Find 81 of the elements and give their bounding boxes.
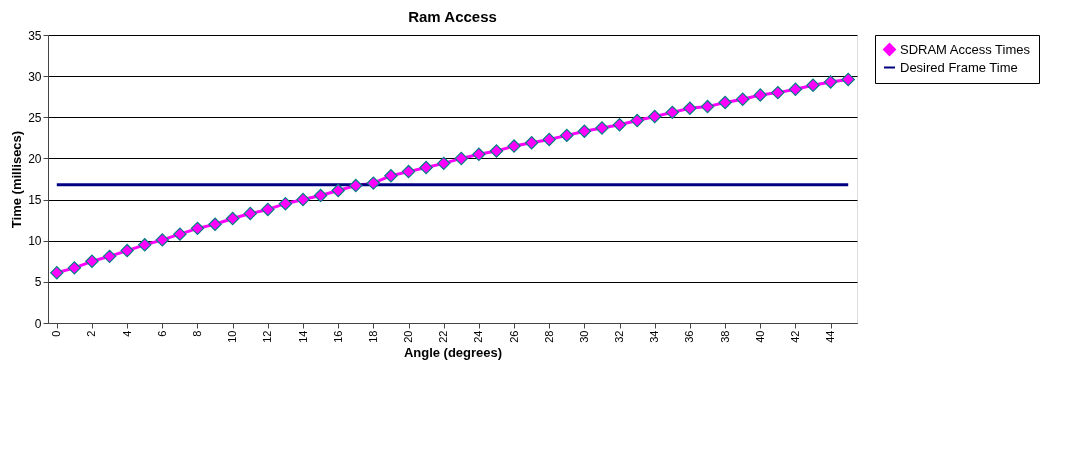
point (278, 196, 293, 211)
y-tick-label: 20 (28, 151, 42, 166)
legend-label: Desired Frame Time (900, 59, 1018, 75)
point (243, 206, 257, 221)
point (313, 188, 328, 203)
point (630, 113, 644, 128)
point (102, 249, 117, 264)
x-tick-label: 12 (261, 330, 274, 343)
y-tick-label: 15 (28, 193, 42, 208)
x-tick-label: 16 (331, 330, 344, 343)
point (296, 192, 310, 207)
y-tick-label: 30 (28, 69, 42, 84)
x-tick-label: 40 (753, 330, 766, 343)
x-axis-title: Angle (degrees) (403, 344, 503, 360)
point (155, 233, 170, 247)
point (366, 176, 381, 190)
point (577, 124, 592, 138)
point (190, 221, 205, 236)
point (718, 95, 732, 110)
x-tick-label: 28 (542, 330, 555, 343)
point (524, 136, 539, 150)
point (595, 121, 609, 135)
point (700, 99, 715, 114)
point (560, 128, 574, 143)
y-tick-label: 5 (34, 275, 42, 290)
x-tick-label: 8 (190, 330, 203, 337)
chart-title: Ram Access (408, 8, 497, 25)
point (173, 227, 187, 241)
x-tick-label: 22 (437, 330, 450, 343)
point (507, 139, 521, 153)
point (665, 105, 680, 120)
x-tick-label: 10 (226, 330, 239, 343)
x-tick-label: 32 (613, 330, 626, 343)
point (331, 183, 345, 198)
point (225, 211, 240, 226)
y-tick-label: 35 (28, 28, 42, 43)
point (261, 202, 275, 217)
point (120, 243, 134, 258)
x-tick-label: 30 (577, 330, 590, 343)
x-tick-label: 42 (788, 330, 801, 343)
x-tick-label: 2 (85, 330, 98, 337)
point (841, 72, 855, 87)
point (771, 85, 785, 100)
point (67, 261, 82, 275)
point (50, 266, 64, 280)
point (788, 82, 803, 97)
point (472, 147, 486, 162)
x-tick-label: 36 (683, 330, 696, 343)
y-tick-label: 10 (28, 234, 42, 249)
x-tick-label: 0 (50, 330, 63, 337)
point (349, 178, 363, 193)
point (454, 151, 469, 166)
x-tick-label: 14 (296, 330, 309, 343)
point (401, 164, 416, 179)
x-tick-label: 24 (472, 330, 485, 343)
point (735, 92, 750, 106)
x-tick-label: 20 (402, 330, 415, 343)
point (85, 254, 99, 269)
point (823, 75, 838, 89)
x-tick-label: 44 (824, 330, 837, 343)
point (753, 88, 767, 102)
legend-label: SDRAM Access Times (900, 41, 1031, 57)
point (384, 168, 398, 183)
point (208, 217, 222, 231)
point (138, 238, 152, 252)
x-tick-label: 6 (155, 330, 168, 337)
x-tick-label: 38 (718, 330, 731, 343)
x-tick-label: 4 (120, 330, 133, 337)
x-tick-label: 26 (507, 330, 520, 343)
x-tick-label: 18 (366, 330, 379, 343)
point (806, 78, 820, 92)
point (542, 132, 556, 147)
point (419, 160, 433, 175)
y-tick-label: 25 (28, 110, 42, 125)
x-tick-label: 34 (648, 330, 661, 343)
point (648, 109, 662, 124)
point (436, 156, 451, 171)
point (612, 117, 627, 132)
point (489, 144, 504, 158)
y-axis-title: Time (millisecs) (9, 130, 25, 229)
point (683, 101, 697, 115)
